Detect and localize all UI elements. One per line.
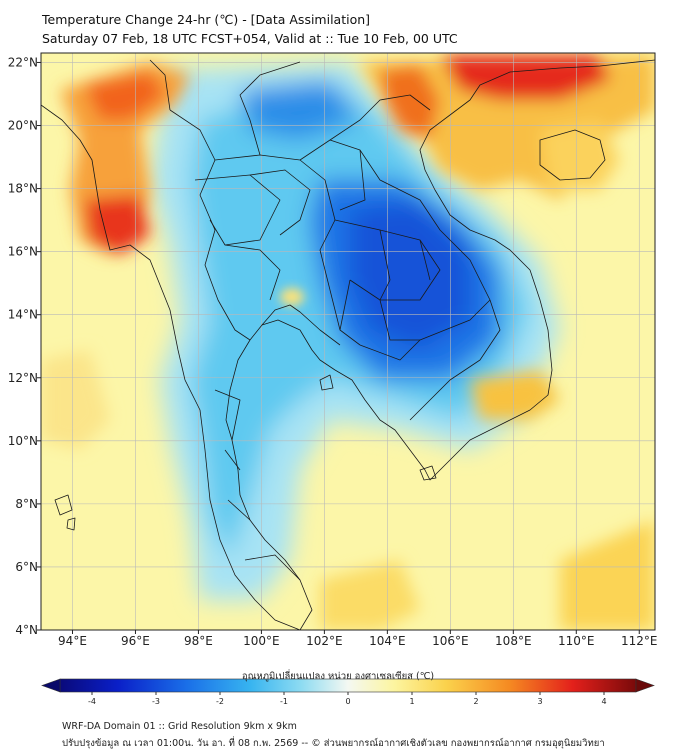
colorbar-tick-label: 1	[409, 697, 414, 706]
lon-tick-label: 106°E	[432, 634, 469, 648]
lon-tick-label: 98°E	[184, 634, 213, 648]
colorbar-tick-label: -2	[216, 697, 224, 706]
warm-anomaly-field	[41, 55, 655, 630]
map-frame	[40, 52, 656, 631]
lon-tick-label: 96°E	[121, 634, 150, 648]
lon-tick-label: 110°E	[558, 634, 595, 648]
lat-tick-label: 8°N	[15, 497, 38, 511]
lat-tick-label: 20°N	[8, 119, 38, 133]
graticule	[41, 53, 655, 630]
lon-tick-label: 104°E	[369, 634, 406, 648]
lat-tick-label: 14°N	[8, 308, 38, 322]
cold-anomaly-field	[150, 62, 560, 600]
coastlines-borders	[41, 59, 655, 630]
lat-tick-label: 18°N	[8, 182, 38, 196]
colorbar-tick-label: 4	[601, 697, 606, 706]
lat-tick-label: 22°N	[8, 55, 38, 69]
colorbar-tick-label: -1	[280, 697, 288, 706]
lat-tick-label: 10°N	[8, 434, 38, 448]
colorbar-label: อุณหภูมิเปลี่ยนแปลง หน่วย องศาเซลเซียส (…	[241, 671, 435, 682]
colorbar-max-arrow	[635, 678, 655, 693]
lon-tick-label: 108°E	[495, 634, 532, 648]
longitude-axis: 94°E 96°E 98°E 100°E 102°E 104°E 106°E 108°E 110…	[58, 630, 658, 648]
lat-tick-label: 16°N	[8, 245, 38, 259]
colorbar-tick-label: 0	[345, 697, 350, 706]
chart-title: Temperature Change 24-hr (℃) - [Data Ass…	[42, 12, 371, 27]
lon-tick-label: 102°E	[306, 634, 343, 648]
colorbar: -4 -3 -2 -1 0 1 2 3 4	[41, 678, 655, 706]
footer-model-info: WRF-DA Domain 01 :: Grid Resolution 9km …	[62, 721, 297, 732]
colorbar-tick-label: 3	[537, 697, 542, 706]
lat-tick-label: 4°N	[15, 623, 38, 637]
latitude-axis: 4°N 6°N 8°N 10°N 12°N 14°N 16°N 18°N 20°N 22°N	[8, 55, 41, 637]
lon-tick-label: 100°E	[243, 634, 280, 648]
colorbar-tick-label: -4	[88, 697, 96, 706]
warm-spot-central	[280, 288, 304, 306]
colorbar-tick-label: 2	[473, 697, 478, 706]
colorbar-tick-label: -3	[152, 697, 160, 706]
lon-tick-label: 94°E	[58, 634, 87, 648]
colorbar-min-arrow	[41, 678, 61, 693]
footer-credit: ปรับปรุงข้อมูล ณ เวลา 01:00น. วัน อา. ที…	[62, 738, 605, 749]
chart-subtitle: Saturday 07 Feb, 18 UTC FCST+054, Valid …	[42, 31, 458, 46]
lat-tick-label: 6°N	[15, 560, 38, 574]
lat-tick-label: 12°N	[8, 371, 38, 385]
lon-tick-label: 112°E	[621, 634, 658, 648]
